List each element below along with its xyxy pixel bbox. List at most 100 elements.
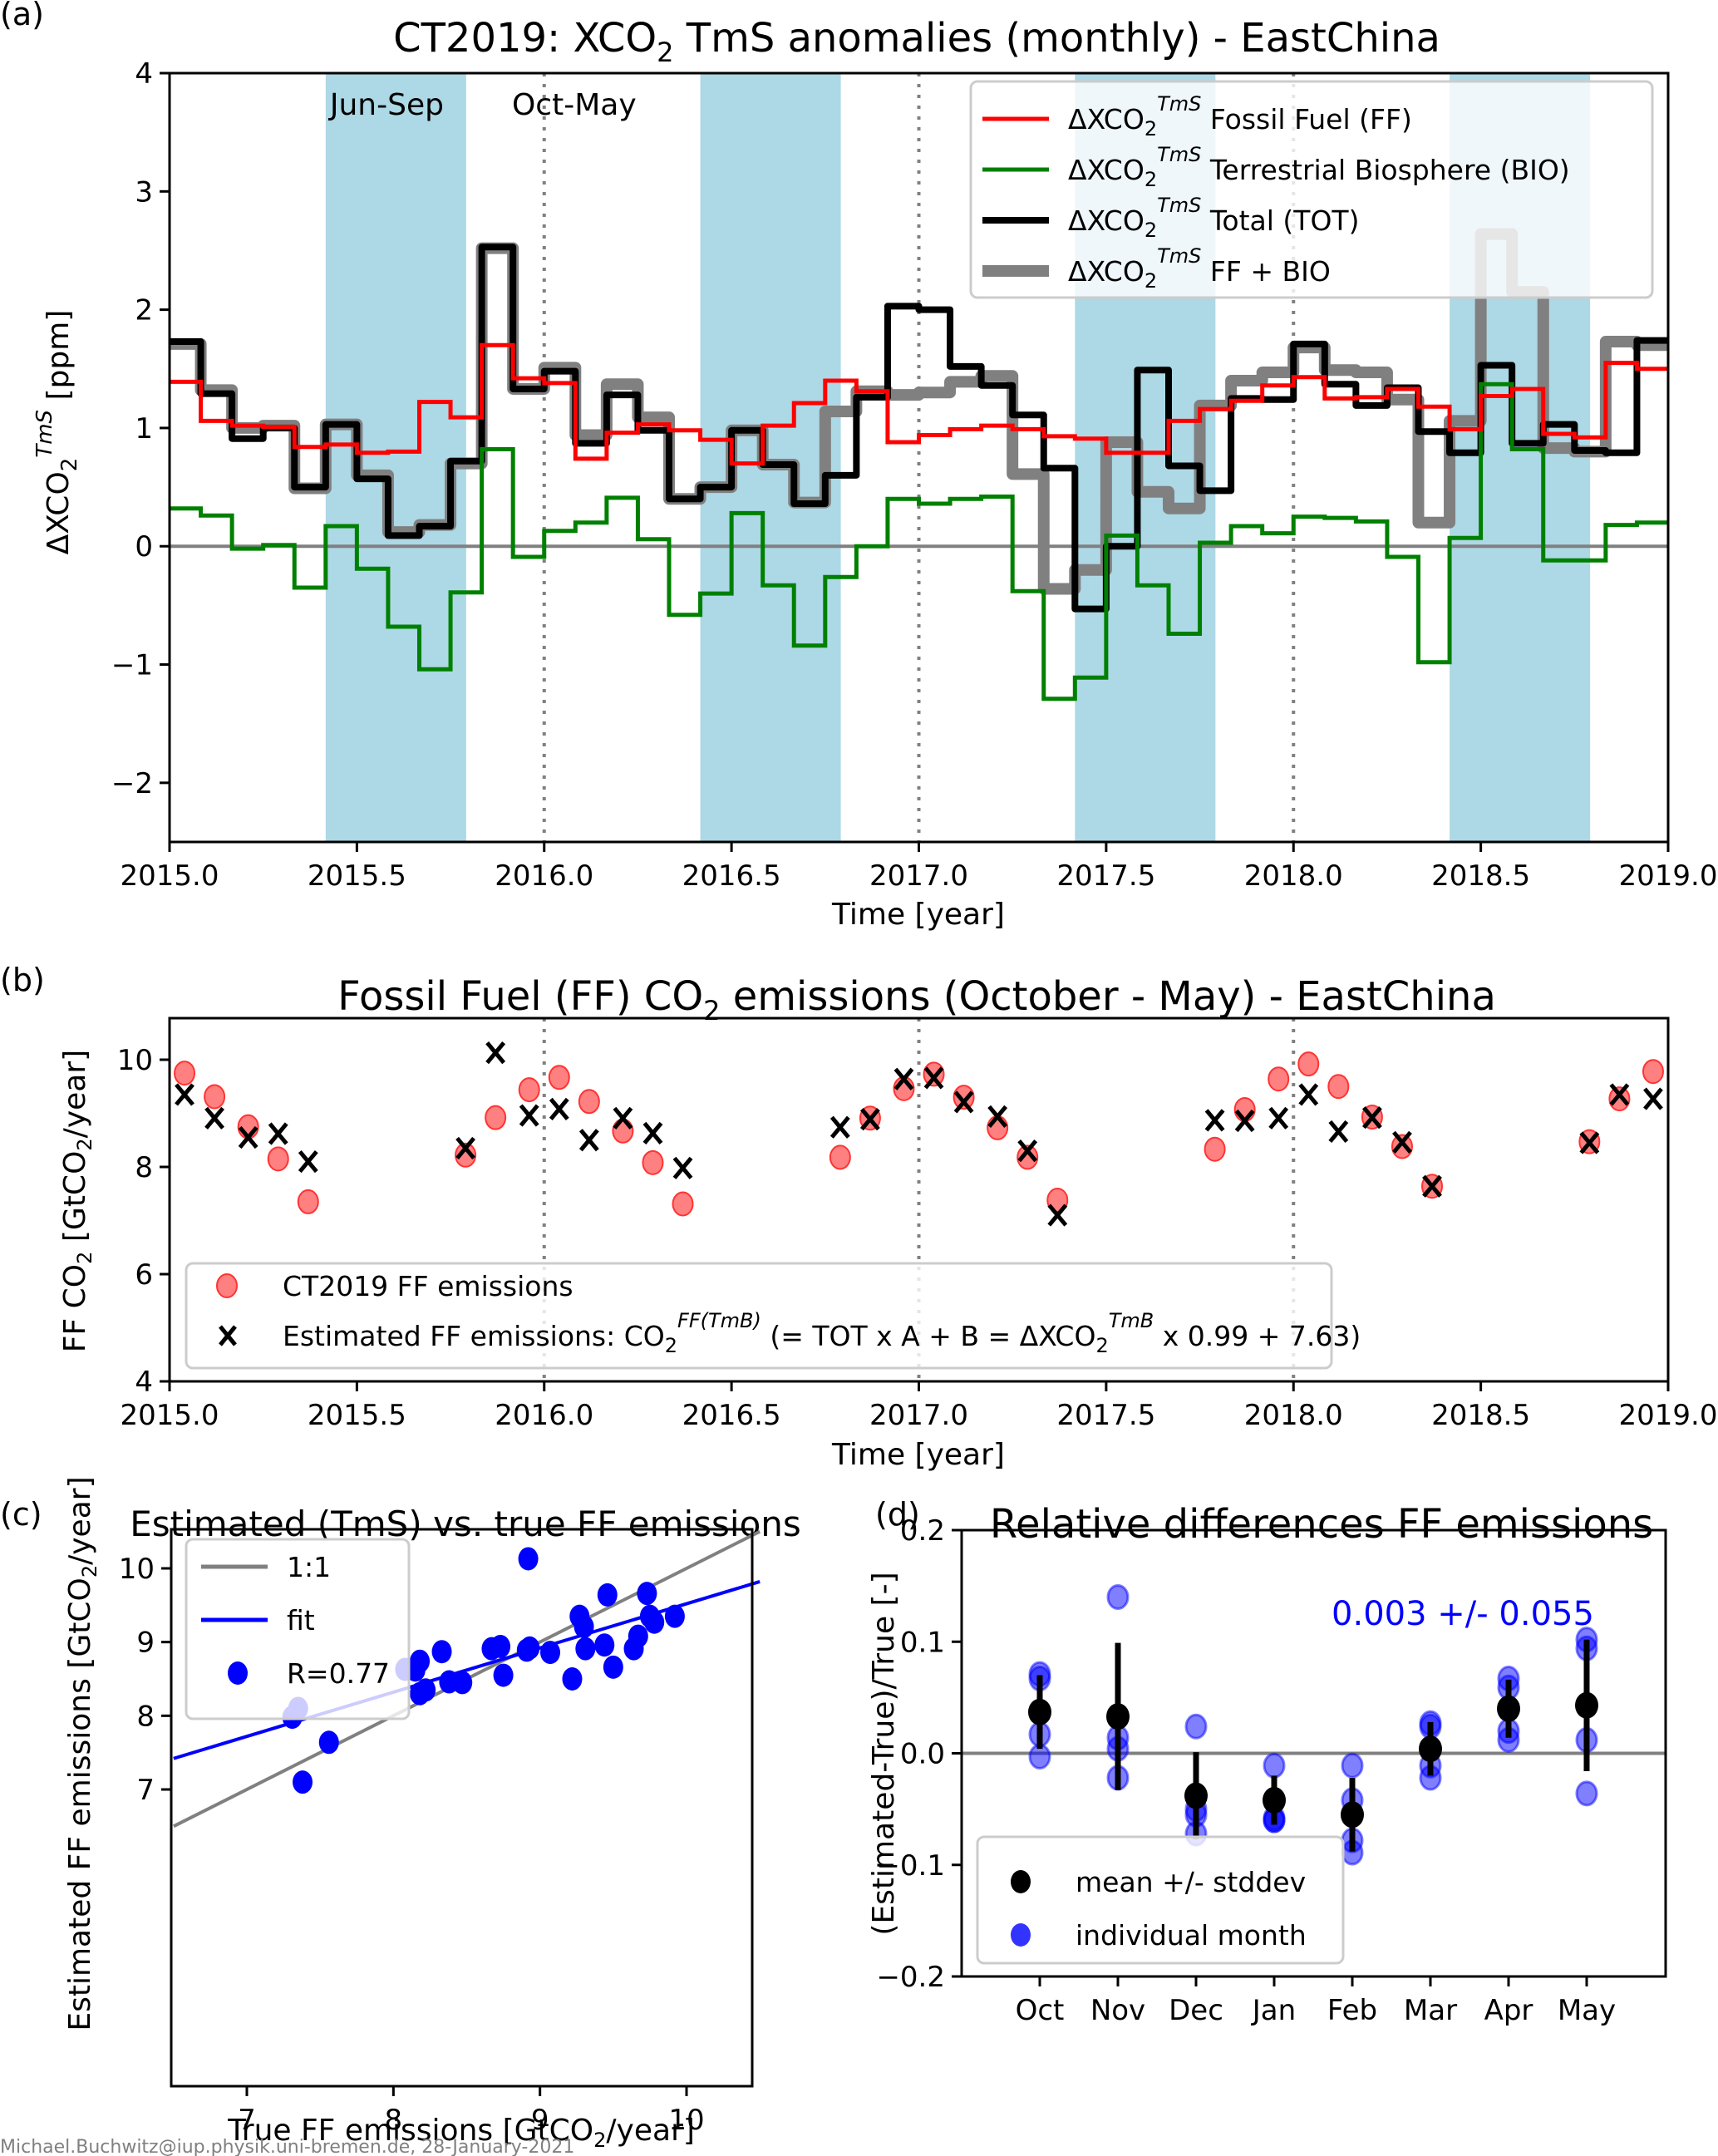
y-tick-label: 2 bbox=[135, 294, 153, 327]
estimated-x-point bbox=[485, 1041, 506, 1065]
y-tick-label: 1 bbox=[135, 412, 153, 445]
panel-d: (d) Relative differences FF emissions 0.… bbox=[867, 1496, 1667, 2027]
y-tick-label: 0.1 bbox=[900, 1626, 945, 1659]
ct2019-point bbox=[267, 1146, 289, 1172]
legend-label-estimated: Estimated FF emissions: CO2FF(TmB) (= TO… bbox=[283, 1309, 1361, 1357]
panel-c: (c) Estimated (TmS) vs. true FF emission… bbox=[0, 1476, 801, 2152]
y-ticks: −0.2 −0.1 0.0 0.1 0.2 bbox=[876, 1514, 962, 1994]
estimated-x-point bbox=[1017, 1140, 1038, 1163]
individual-month-point bbox=[1341, 1752, 1364, 1779]
scatter-point bbox=[597, 1583, 618, 1607]
legend-individual-marker bbox=[1011, 1923, 1031, 1947]
ct2019-point bbox=[953, 1085, 975, 1110]
y-tick-label: 6 bbox=[135, 1258, 153, 1292]
x-tick-label: 2016.0 bbox=[495, 1399, 593, 1432]
estimated-x-point bbox=[268, 1122, 288, 1145]
estimated-x-point bbox=[1609, 1083, 1630, 1106]
ct2019-point bbox=[578, 1089, 600, 1115]
mean-point bbox=[1419, 1735, 1442, 1763]
x-tick-label: 2015.5 bbox=[308, 1399, 406, 1432]
legend-circle-marker bbox=[216, 1273, 238, 1298]
mean-point bbox=[1263, 1786, 1286, 1814]
estimated-x-point bbox=[829, 1115, 850, 1139]
y-tick-label: 8 bbox=[135, 1151, 153, 1184]
x-tick-label: 2016.5 bbox=[682, 859, 781, 893]
y-tick-label: 10 bbox=[117, 1044, 153, 1077]
x-tick-label: 2017.5 bbox=[1056, 859, 1155, 893]
legend-label: ΔXCO2TmS FF + BIO bbox=[1068, 244, 1331, 293]
y-tick-label: −1 bbox=[111, 649, 153, 682]
ct2019-point bbox=[518, 1077, 540, 1103]
ct2019-point bbox=[612, 1118, 634, 1144]
estimated-x-point bbox=[1298, 1083, 1319, 1106]
estimated-x-point bbox=[175, 1083, 194, 1106]
y-tick-label: −0.2 bbox=[876, 1961, 945, 1994]
y-tick-label: 4 bbox=[135, 57, 153, 91]
estimated-x-point bbox=[859, 1107, 880, 1131]
data-points bbox=[1028, 1584, 1598, 1866]
y-tick-label: 9 bbox=[136, 1627, 155, 1660]
estimated-x-point bbox=[1234, 1109, 1255, 1133]
x-tick-label: 2016.5 bbox=[682, 1399, 781, 1432]
ct2019-point bbox=[1268, 1066, 1290, 1092]
x-tick-label: Oct bbox=[1016, 1994, 1065, 2027]
y-axis-label: Estimated FF emissions [GtCO2/year] bbox=[63, 1476, 101, 2030]
x-axis-label: True FF emissions [GtCO2/year] bbox=[227, 2114, 695, 2152]
scatter-point bbox=[594, 1633, 615, 1657]
scatter-point bbox=[518, 1547, 539, 1571]
panel-d-label: (d) bbox=[875, 1496, 920, 1533]
y-tick-label: 3 bbox=[135, 175, 153, 209]
scatter-point bbox=[318, 1730, 339, 1755]
annotations: Jun-Sep Oct-May bbox=[328, 88, 637, 122]
mean-point bbox=[1184, 1782, 1208, 1809]
ct2019-point bbox=[548, 1065, 570, 1090]
series-bio bbox=[170, 381, 1668, 701]
y-tick-label: −0.1 bbox=[876, 1849, 945, 1883]
estimated-x-point bbox=[238, 1125, 258, 1149]
x-tick-label: 2018.0 bbox=[1244, 859, 1343, 893]
x-tick-label: 7 bbox=[238, 2104, 256, 2137]
scatter-point bbox=[431, 1640, 452, 1664]
y-tick-label: 0.0 bbox=[900, 1738, 945, 1771]
estimated-x-point bbox=[1579, 1131, 1600, 1154]
x-tick-label: May bbox=[1558, 1994, 1616, 2027]
legend-label-individual: individual month bbox=[1076, 1919, 1307, 1952]
data-points bbox=[174, 1041, 1664, 1227]
x-tick-label: Mar bbox=[1404, 1994, 1457, 2027]
ct2019-point bbox=[1642, 1059, 1664, 1085]
legend-label-fit: fit bbox=[287, 1604, 315, 1637]
x-tick-label: Feb bbox=[1327, 1994, 1377, 2027]
x-tick-label: 2018.5 bbox=[1431, 1399, 1530, 1432]
estimated-x-point bbox=[672, 1156, 693, 1179]
estimated-x-point bbox=[1422, 1174, 1442, 1198]
estimated-x-point bbox=[953, 1090, 974, 1114]
legend-label-1to1: 1:1 bbox=[287, 1551, 331, 1583]
scatter-point bbox=[623, 1637, 644, 1661]
ct2019-point bbox=[297, 1189, 319, 1214]
panel-b: (b) Fossil Fuel (FF) CO2 emissions (Octo… bbox=[0, 962, 1717, 1472]
mean-point bbox=[1341, 1801, 1364, 1829]
series-lines bbox=[170, 228, 1668, 701]
estimated-x-point bbox=[519, 1104, 539, 1127]
x-tick-label: 2018.5 bbox=[1431, 859, 1530, 893]
fit-line bbox=[173, 1580, 761, 1760]
x-axis-label: Time [year] bbox=[831, 898, 1005, 932]
x-tick-label: Apr bbox=[1484, 1994, 1533, 2027]
x-tick-label: 2017.0 bbox=[869, 1399, 968, 1432]
legend-label-ct2019: CT2019 FF emissions bbox=[283, 1270, 573, 1302]
scatter-point bbox=[493, 1663, 514, 1687]
individual-month-point bbox=[1263, 1752, 1286, 1779]
y-tick-label: 10 bbox=[119, 1553, 155, 1586]
estimated-x-point bbox=[613, 1106, 633, 1130]
shaded-period bbox=[700, 73, 841, 842]
ct2019-point bbox=[1204, 1136, 1226, 1162]
ct2019-point bbox=[204, 1084, 226, 1110]
legend: mean +/- stddev individual month bbox=[976, 1835, 1345, 1965]
y-ticks: 4 6 8 10 bbox=[117, 1044, 170, 1399]
estimated-x-point bbox=[455, 1136, 476, 1160]
panel-a-title: CT2019: XCO2 TmS anomalies (monthly) - E… bbox=[393, 15, 1440, 68]
estimated-x-point bbox=[987, 1105, 1008, 1128]
mean-point bbox=[1497, 1695, 1520, 1722]
scatter-point bbox=[603, 1655, 623, 1679]
